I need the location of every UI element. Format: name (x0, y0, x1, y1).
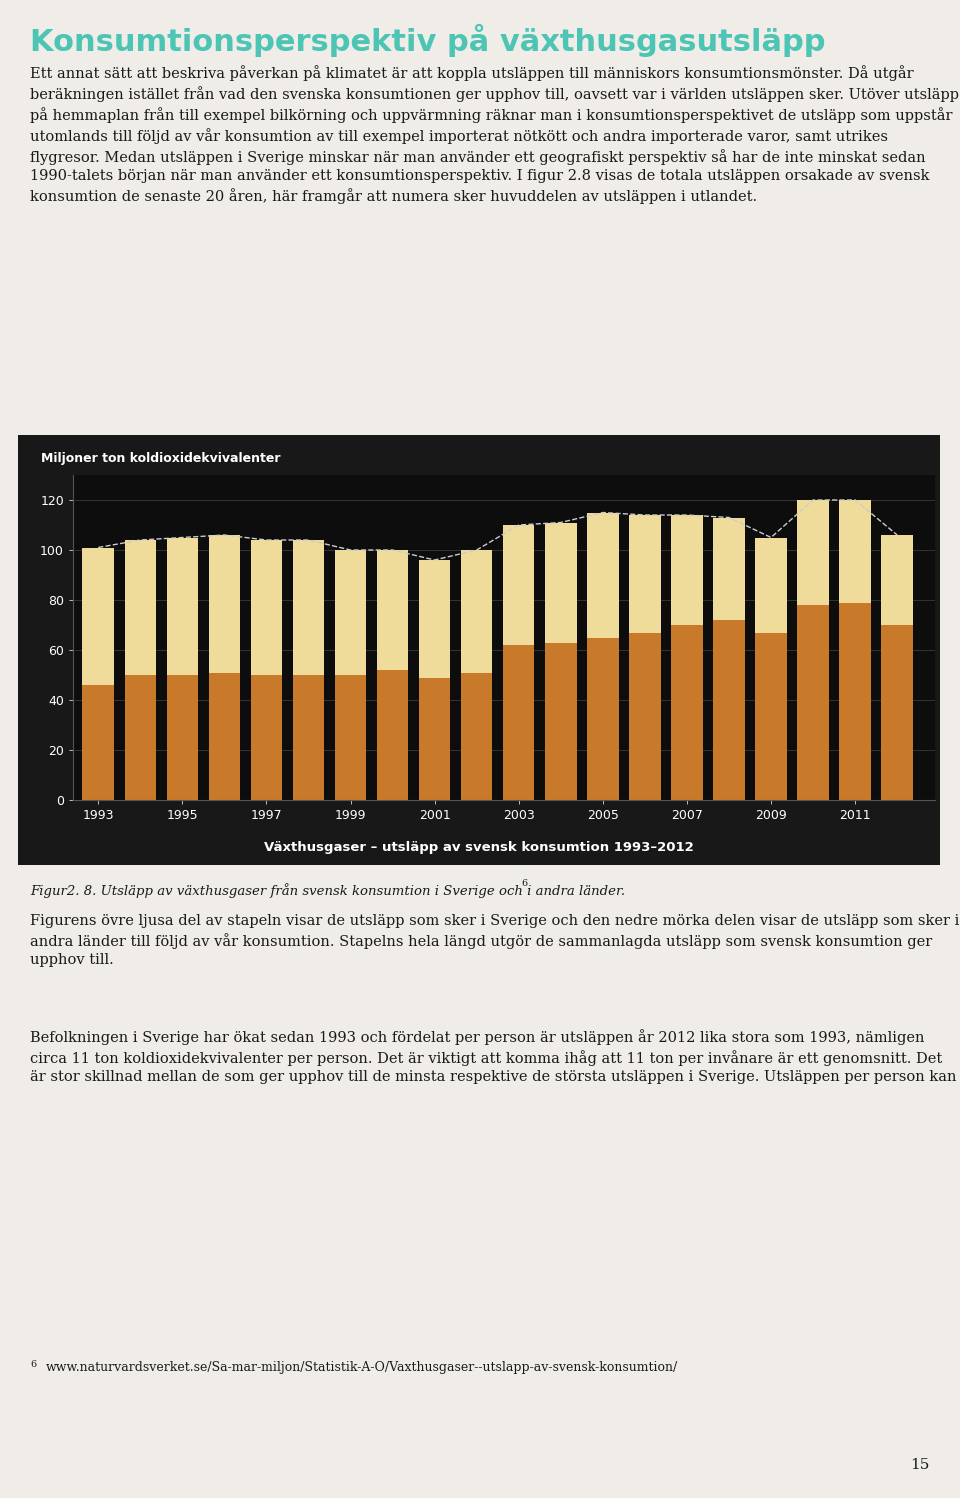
Bar (671, 515, 703, 625)
Text: Miljoner ton koldioxidekvivalenter: Miljoner ton koldioxidekvivalenter (41, 452, 280, 466)
Bar (83, 547, 114, 685)
Bar (419, 677, 450, 800)
Bar (503, 646, 535, 800)
Bar (125, 676, 156, 800)
Bar (335, 550, 367, 676)
Bar (756, 538, 787, 632)
Bar (798, 605, 828, 800)
Bar (377, 550, 408, 670)
Text: Befolkningen i Sverige har ökat sedan 1993 och fördelat per person är utsläppen : Befolkningen i Sverige har ökat sedan 19… (30, 1029, 956, 1085)
Bar (629, 632, 660, 800)
Bar (713, 517, 745, 620)
Text: Figurens övre ljusa del av stapeln visar de utsläpp som sker i Sverige och den n: Figurens övre ljusa del av stapeln visar… (30, 914, 959, 968)
Bar (335, 676, 367, 800)
Bar (166, 676, 198, 800)
Bar (545, 523, 577, 643)
Bar (166, 538, 198, 676)
Bar (503, 524, 535, 646)
Bar (881, 535, 913, 625)
Bar (881, 625, 913, 800)
Text: Växthusgaser – utsläpp av svensk konsumtion 1993–2012: Växthusgaser – utsläpp av svensk konsumt… (264, 842, 694, 854)
Bar (461, 673, 492, 800)
Bar (83, 685, 114, 800)
Bar (629, 515, 660, 632)
Text: Ett annat sätt att beskriva påverkan på klimatet är att koppla utsläppen till mä: Ett annat sätt att beskriva påverkan på … (30, 64, 959, 204)
Bar (125, 539, 156, 676)
Bar (208, 673, 240, 800)
Bar (588, 638, 618, 800)
Bar (208, 535, 240, 673)
Bar (713, 620, 745, 800)
Bar (798, 500, 828, 605)
Bar (293, 539, 324, 676)
Text: Figur2. 8. Utsläpp av växthusgaser från svensk konsumtion i Sverige och i andra : Figur2. 8. Utsläpp av växthusgaser från … (30, 884, 625, 899)
Bar (839, 500, 871, 602)
Bar (545, 643, 577, 800)
Bar (756, 632, 787, 800)
Bar (251, 676, 282, 800)
Bar (377, 670, 408, 800)
Text: Konsumtionsperspektiv på växthusgasutsläpp: Konsumtionsperspektiv på växthusgasutslä… (30, 24, 826, 57)
Bar (293, 676, 324, 800)
Bar (839, 602, 871, 800)
Text: 6: 6 (30, 1360, 36, 1369)
Bar (671, 625, 703, 800)
Text: 15: 15 (911, 1458, 930, 1473)
Bar (251, 539, 282, 676)
Bar (588, 512, 618, 638)
Bar (461, 550, 492, 673)
Text: www.naturvardsverket.se/Sa-mar-miljon/Statistik-A-O/Vaxthusgaser--utslapp-av-sve: www.naturvardsverket.se/Sa-mar-miljon/St… (46, 1362, 679, 1374)
Text: 6: 6 (521, 879, 528, 888)
Bar (419, 560, 450, 677)
